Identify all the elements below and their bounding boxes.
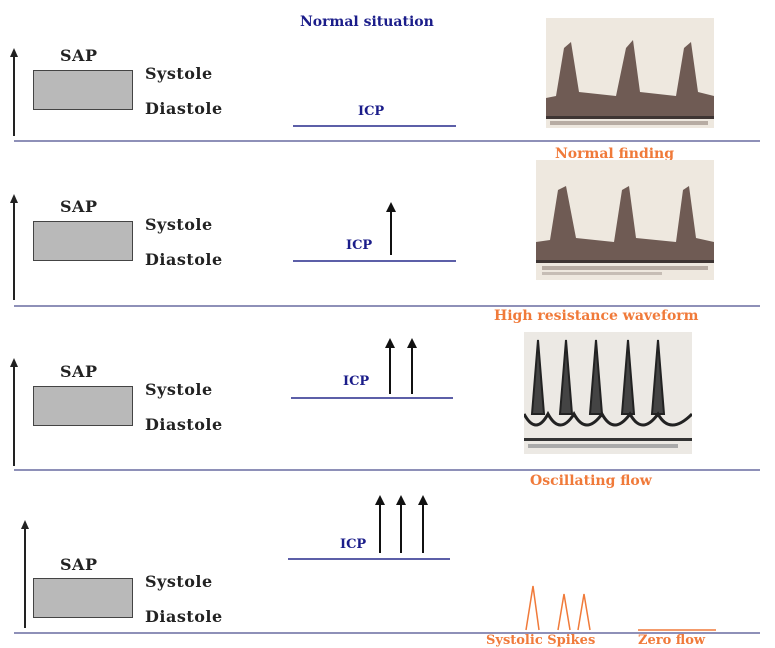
panel-divider	[14, 305, 760, 307]
sap-box	[33, 221, 133, 261]
panel-title: Normal finding	[555, 146, 675, 162]
doppler-waveform-spikes	[525, 585, 716, 631]
systolic-spikes-label: Systolic Spikes	[486, 633, 596, 648]
icp-baseline	[288, 558, 450, 560]
sap-box	[33, 386, 133, 426]
icp-increase-arrow	[396, 495, 406, 553]
icp-label: ICP	[343, 374, 370, 389]
diastole-label: Diastole	[145, 99, 223, 118]
diastole-label: Diastole	[145, 607, 223, 626]
icp-increase-arrow	[375, 495, 385, 553]
sap-label: SAP	[60, 197, 98, 216]
panel-title: Oscillating flow	[530, 473, 652, 489]
icp-label: ICP	[340, 537, 367, 552]
pressure-axis-arrowhead	[10, 48, 18, 57]
panel-title: High resistance waveform	[494, 308, 699, 324]
icp-baseline	[293, 260, 456, 262]
panel-title: Normal situation	[300, 14, 434, 30]
panel-divider	[14, 140, 760, 142]
doppler-waveform-normal-finding	[536, 160, 714, 280]
pressure-axis-arrowhead	[10, 358, 18, 367]
pressure-axis	[24, 528, 26, 628]
icp-increase-arrow	[407, 338, 417, 394]
doppler-waveform-normal	[546, 18, 714, 128]
pressure-axis-arrowhead	[10, 194, 18, 203]
sap-box	[33, 70, 133, 110]
zero-flow-label: Zero flow	[638, 633, 706, 648]
systole-label: Systole	[145, 64, 213, 83]
sap-label: SAP	[60, 555, 98, 574]
sap-box	[33, 578, 133, 618]
icp-increase-arrow	[386, 202, 396, 255]
icp-increase-arrow	[418, 495, 428, 553]
icp-baseline	[293, 125, 456, 127]
icp-label: ICP	[346, 238, 373, 253]
sap-label: SAP	[60, 362, 98, 381]
icp-baseline	[291, 397, 453, 399]
pressure-axis	[13, 202, 15, 300]
systole-label: Systole	[145, 572, 213, 591]
pressure-axis	[13, 56, 15, 136]
icp-increase-arrow	[385, 338, 395, 394]
diastole-label: Diastole	[145, 250, 223, 269]
diastole-label: Diastole	[145, 415, 223, 434]
sap-label: SAP	[60, 46, 98, 65]
panel-divider	[14, 469, 760, 471]
panel-divider	[14, 632, 760, 634]
pressure-axis-arrowhead	[21, 520, 29, 529]
doppler-waveform-high-resistance	[524, 332, 692, 454]
systole-label: Systole	[145, 380, 213, 399]
pressure-axis	[13, 366, 15, 466]
systole-label: Systole	[145, 215, 213, 234]
icp-label: ICP	[358, 104, 385, 119]
